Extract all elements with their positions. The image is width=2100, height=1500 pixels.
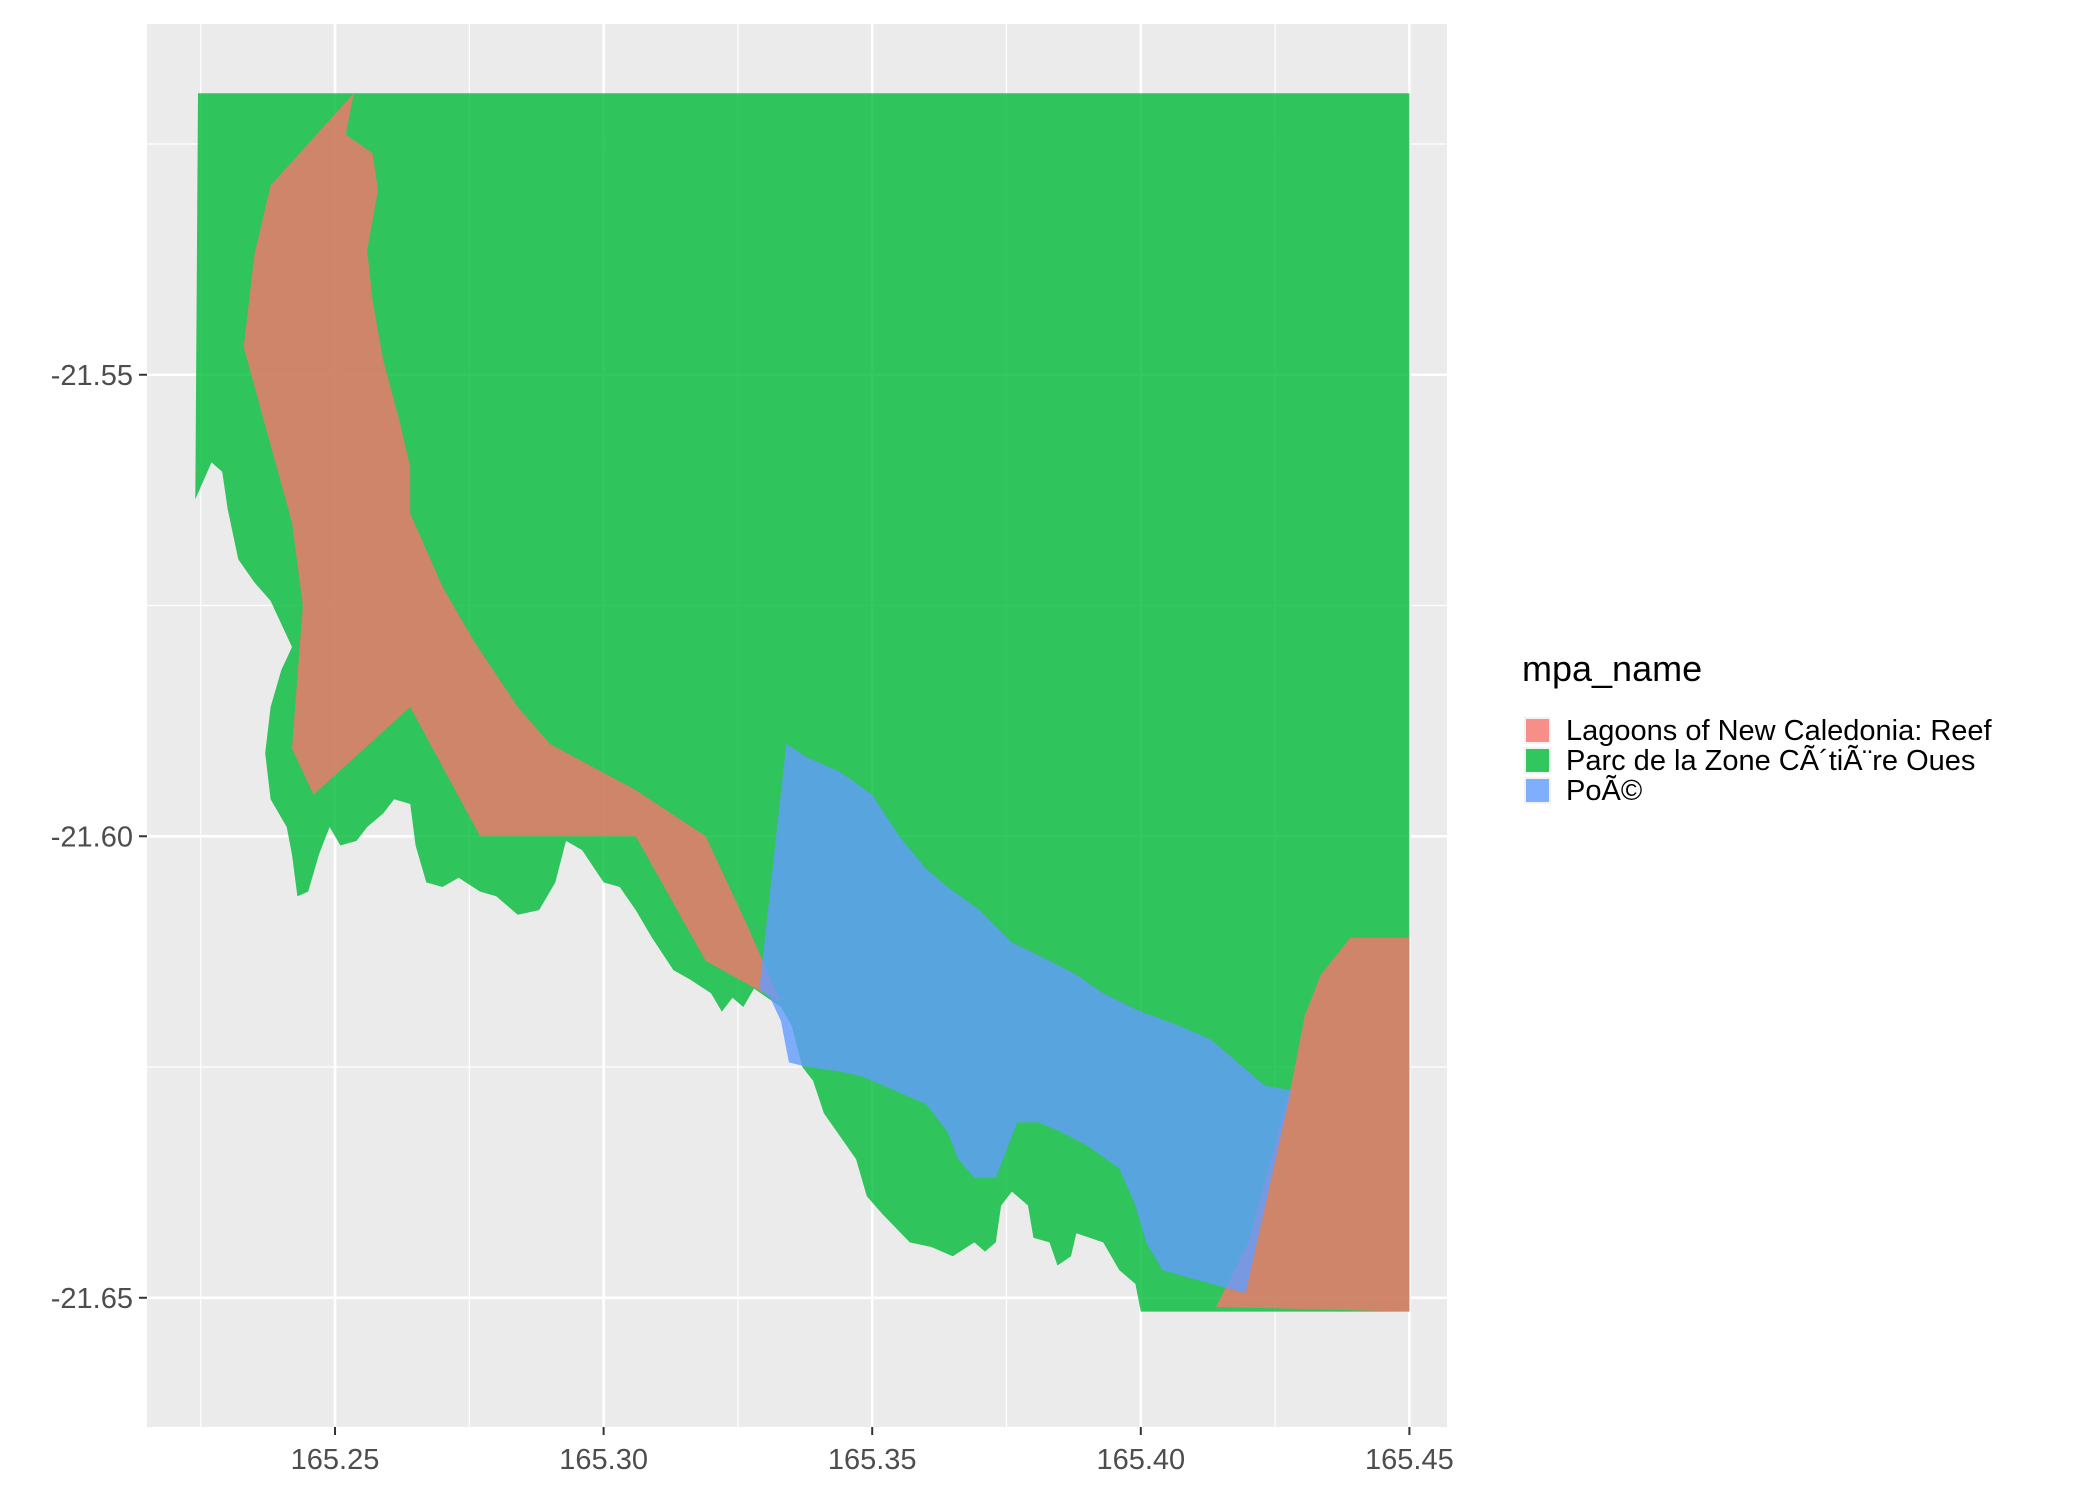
x-tick-label: 165.40 bbox=[1096, 1444, 1185, 1476]
legend: mpa_name Lagoons of New Caledonia: ReefP… bbox=[1522, 648, 1993, 807]
x-tick-label: 165.35 bbox=[828, 1444, 917, 1476]
x-tick-label: 165.25 bbox=[291, 1444, 380, 1476]
y-tick-label: -21.60 bbox=[51, 821, 133, 853]
y-tick-label: -21.65 bbox=[51, 1283, 133, 1315]
x-tick-label: 165.30 bbox=[559, 1444, 648, 1476]
x-tick-label: 165.45 bbox=[1365, 1444, 1454, 1476]
legend-swatch bbox=[1526, 749, 1549, 772]
legend-label: PoÃ© bbox=[1566, 773, 1642, 807]
poe-polygon bbox=[759, 744, 1292, 1294]
legend-label: Lagoons of New Caledonia: Reef bbox=[1566, 715, 1993, 747]
legend-swatch bbox=[1526, 719, 1549, 742]
lagoons-of-new-caledonia-reef-polygon bbox=[243, 93, 1410, 1312]
x-axis: 165.25 165.30 165.35 165.40 165.45 bbox=[291, 1427, 1454, 1476]
mpa-polygons bbox=[195, 93, 1410, 1312]
legend-swatch bbox=[1526, 779, 1549, 802]
legend-title: mpa_name bbox=[1522, 648, 1702, 689]
y-axis: -21.55 -21.60 -21.65 bbox=[51, 360, 147, 1315]
y-tick-label: -21.55 bbox=[51, 360, 133, 392]
legend-label: Parc de la Zone CÃ´tiÃ¨re Oues bbox=[1566, 743, 1975, 777]
